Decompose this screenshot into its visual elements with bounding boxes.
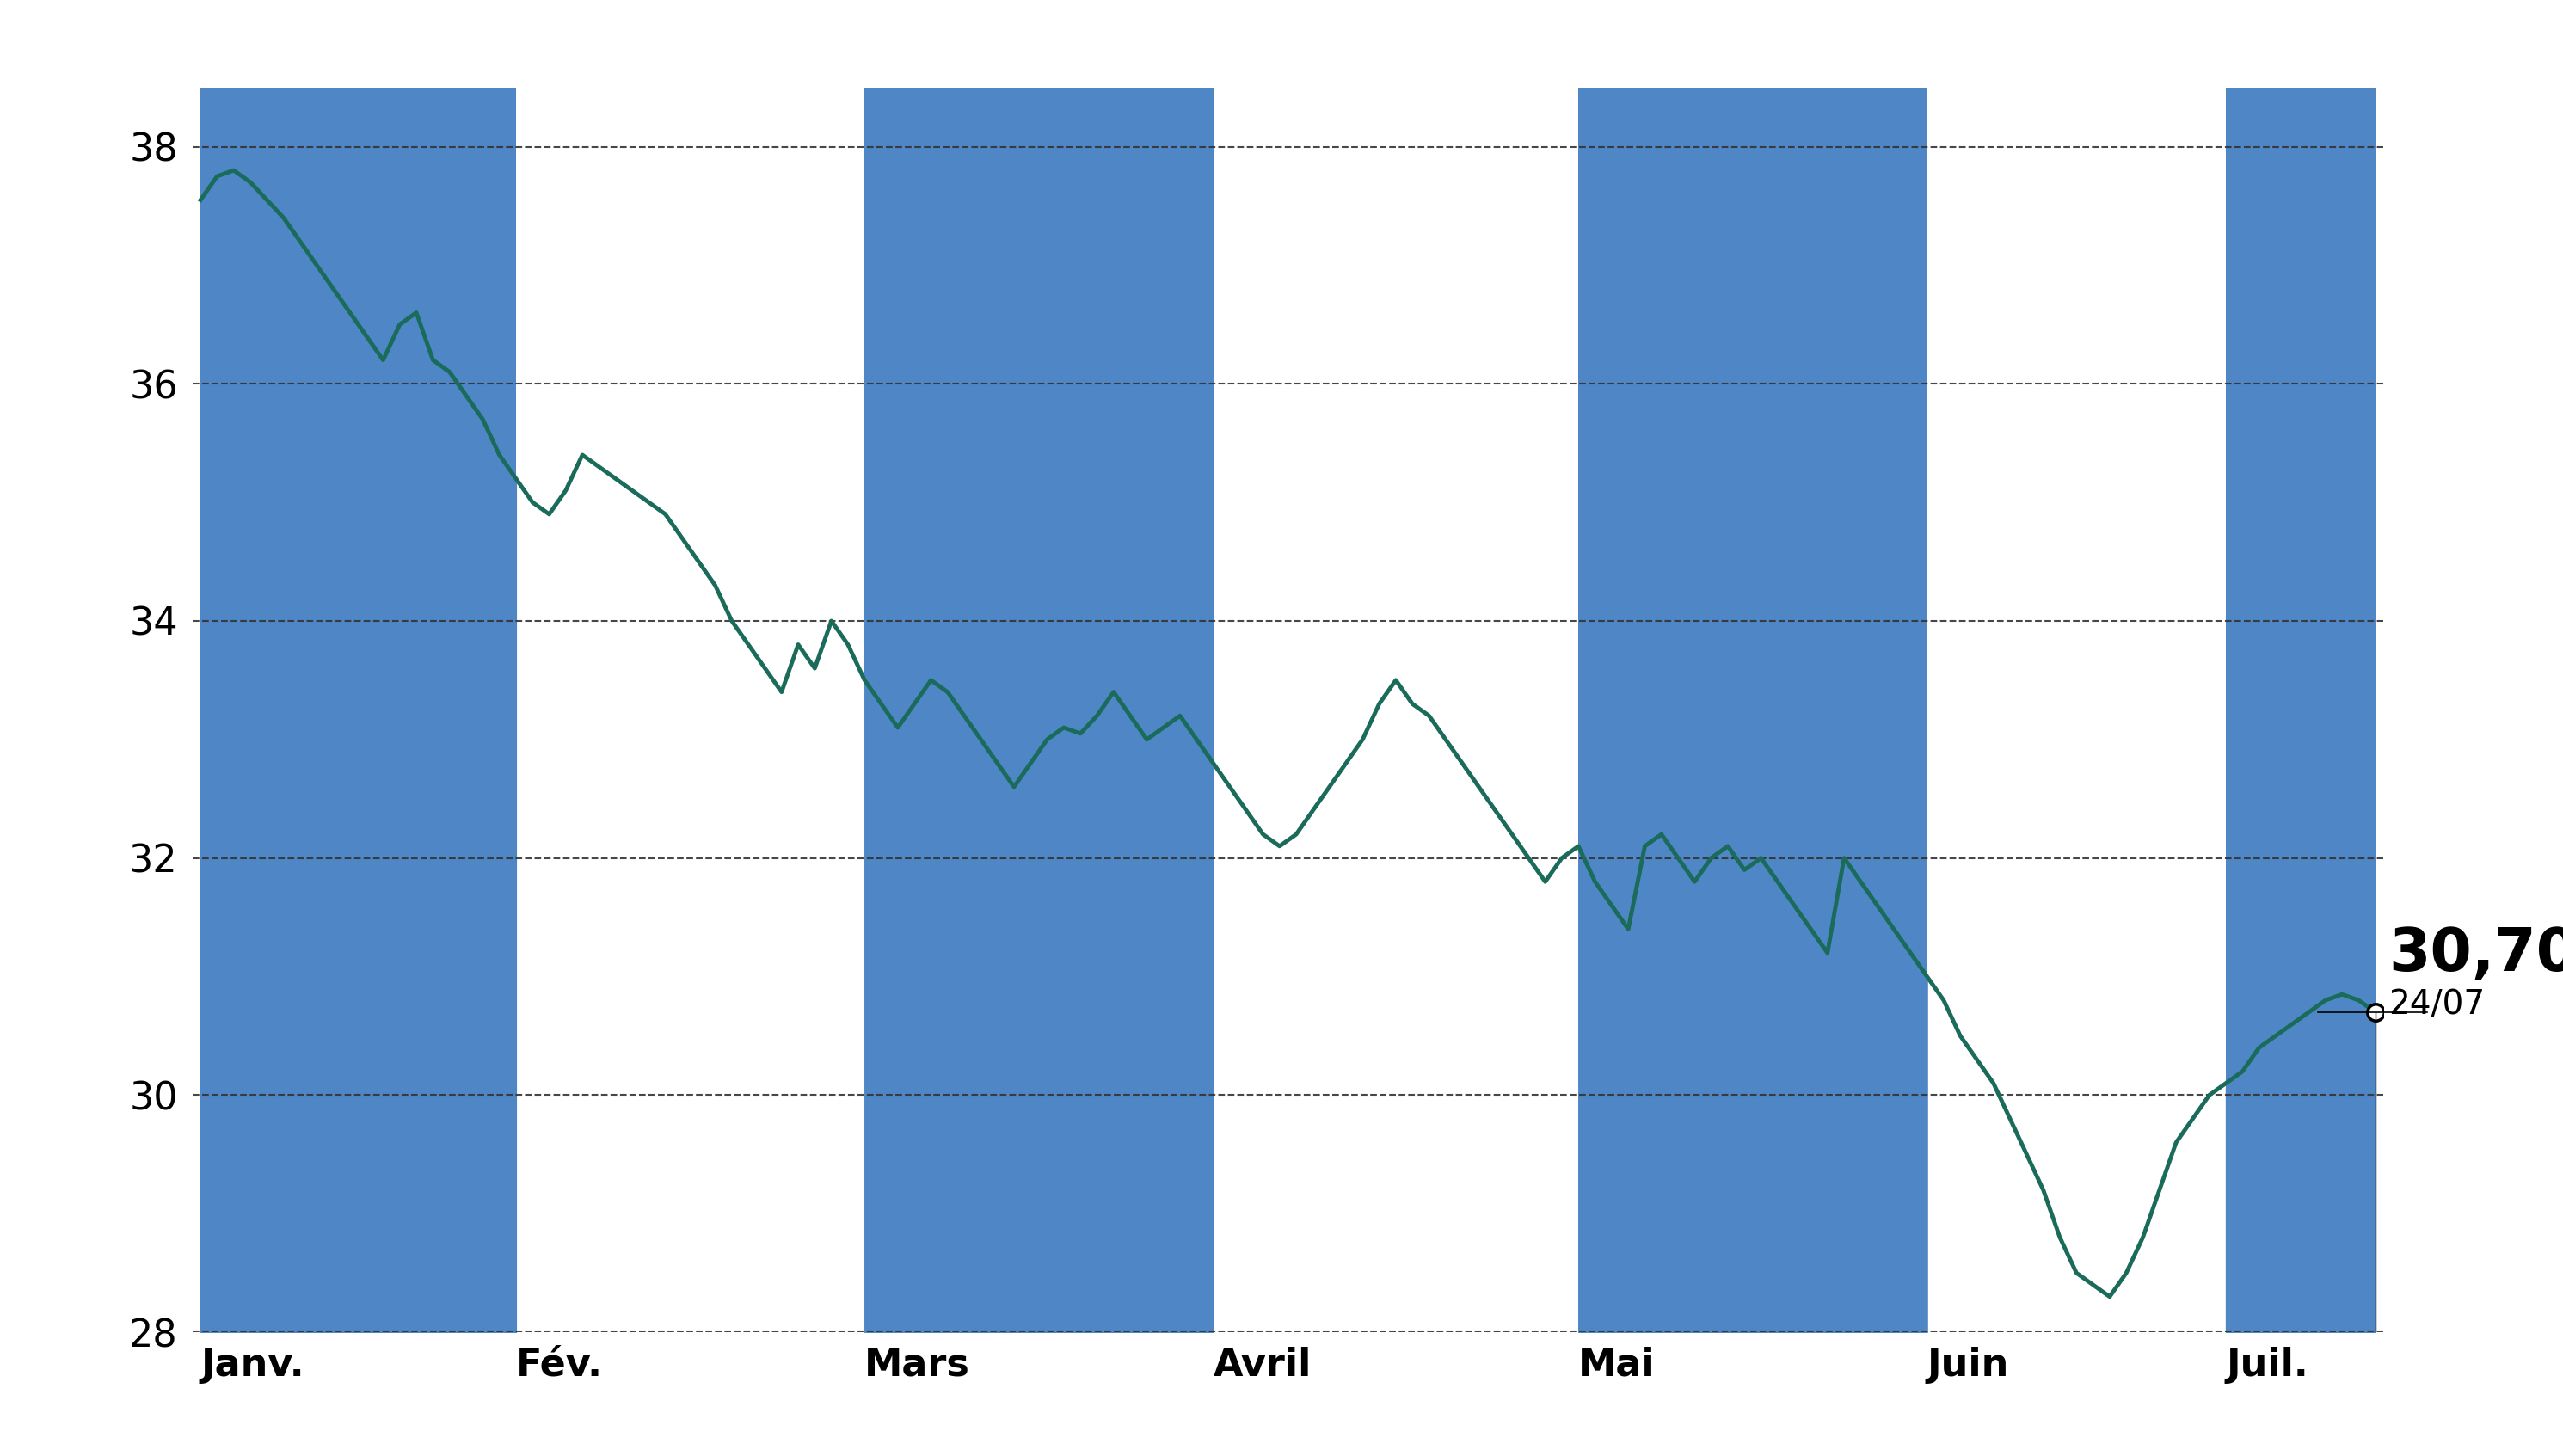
Bar <box>2225 87 2376 1332</box>
Bar <box>200 87 515 1332</box>
Text: FONCIERE INEA: FONCIERE INEA <box>971 35 1592 103</box>
Bar <box>864 87 1212 1332</box>
Text: 30,70: 30,70 <box>2389 925 2563 983</box>
Bar <box>1579 87 1927 1332</box>
Text: 24/07: 24/07 <box>2389 989 2486 1021</box>
